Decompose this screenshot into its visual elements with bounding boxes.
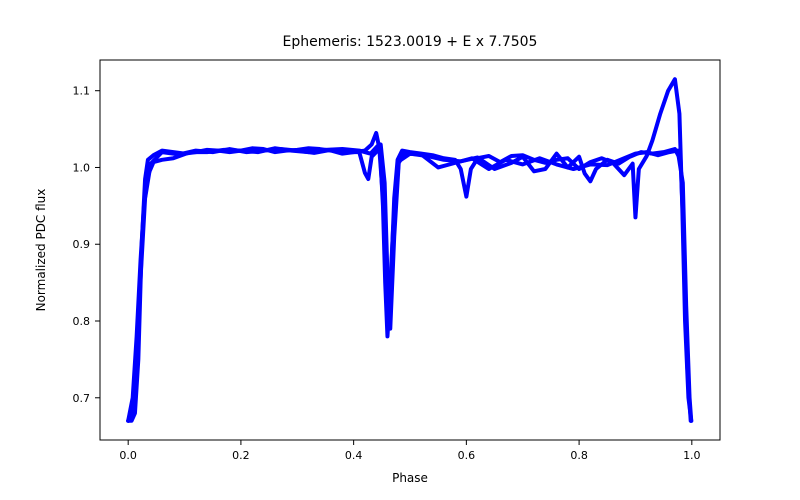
y-tick-label: 0.7: [73, 392, 91, 405]
chart-container: 0.0 0.2 0.4 0.6 0.8 1.0 0.7 0.8 0.9 1.0 1.1 Phase No…: [0, 0, 800, 500]
x-tick-label: 0.8: [570, 449, 588, 462]
x-tick-label: 0.4: [345, 449, 363, 462]
x-tick-label: 0.6: [458, 449, 476, 462]
y-axis-label: Normalized PDC flux: [34, 189, 48, 312]
x-tick-label: 0.0: [119, 449, 137, 462]
y-tick-label: 1.1: [73, 85, 91, 98]
y-tick-label: 1.0: [73, 161, 91, 174]
chart-title: Ephemeris: 1523.0019 + E x 7.7505: [283, 34, 538, 50]
x-axis-label: Phase: [392, 471, 428, 485]
x-tick-label: 1.0: [683, 449, 701, 462]
y-tick-label: 0.8: [73, 315, 91, 328]
lightcurve-chart: 0.0 0.2 0.4 0.6 0.8 1.0 0.7 0.8 0.9 1.0 1.1 Phase No…: [0, 0, 800, 500]
x-tick-label: 0.2: [232, 449, 250, 462]
y-tick-label: 0.9: [73, 238, 91, 251]
